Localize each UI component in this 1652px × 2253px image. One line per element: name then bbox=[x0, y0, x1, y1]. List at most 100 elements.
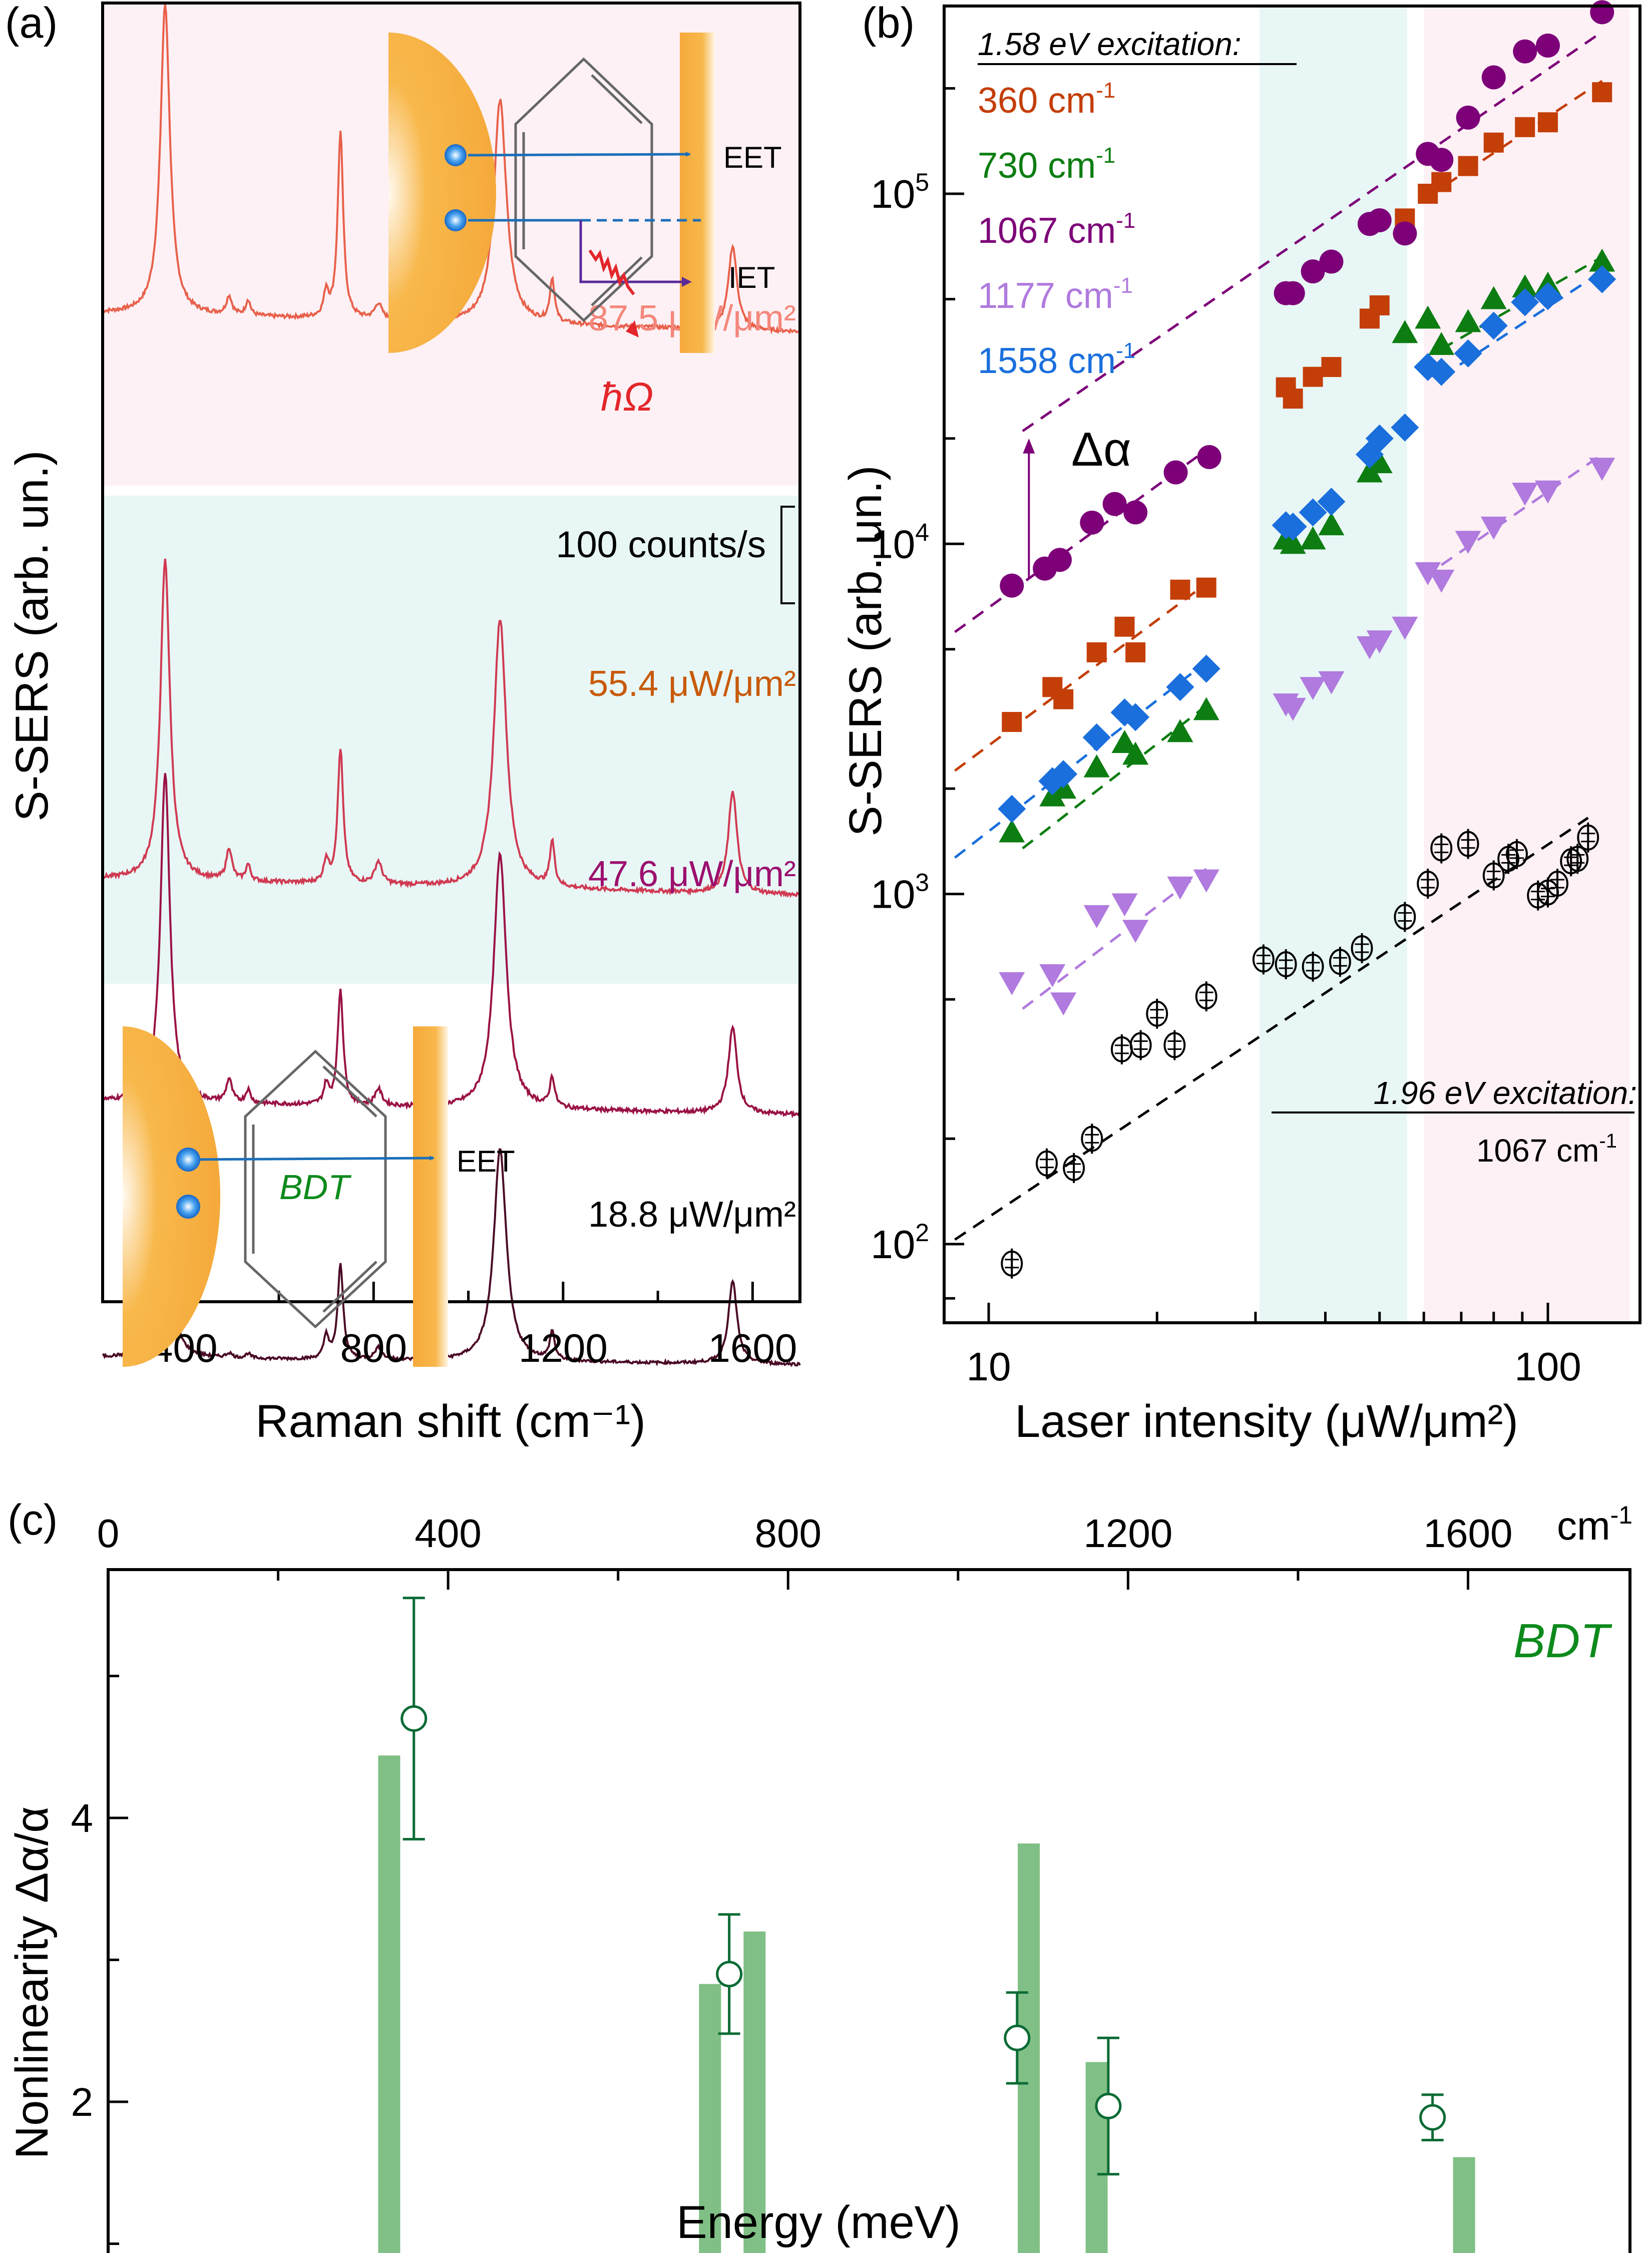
data-point bbox=[1419, 2104, 1446, 2131]
band-pink bbox=[1424, 6, 1630, 1323]
data-point bbox=[1505, 841, 1528, 867]
data-point bbox=[1538, 112, 1558, 133]
data-point bbox=[1035, 1150, 1058, 1177]
plot-frame-c bbox=[107, 1568, 1631, 2253]
data-point bbox=[1455, 531, 1481, 554]
data-point bbox=[1114, 616, 1135, 637]
y-tick-label: 2 bbox=[71, 2080, 94, 2124]
y-axis-title-c: Nonlinearity Δα/α bbox=[7, 1806, 58, 2159]
data-point bbox=[1167, 876, 1193, 900]
data-point bbox=[1546, 871, 1569, 897]
data-point bbox=[1280, 531, 1306, 554]
inset-eet-bdt: EET BDT bbox=[123, 1026, 515, 1367]
x-tick-label: 10 bbox=[967, 1344, 1011, 1389]
x-tick-label: 1200 bbox=[519, 1326, 608, 1370]
data-point bbox=[1428, 331, 1455, 355]
top-x-tick-label: 800 bbox=[755, 1511, 821, 1556]
data-point bbox=[1299, 498, 1327, 527]
data-point bbox=[1122, 920, 1149, 943]
data-point bbox=[999, 819, 1025, 843]
data-point bbox=[1391, 413, 1419, 442]
data-point bbox=[1392, 320, 1418, 343]
legend-entry: 1067 cm-1 bbox=[978, 208, 1135, 251]
data-point bbox=[1281, 281, 1305, 305]
data-point bbox=[1317, 487, 1346, 516]
y-axis-title-a: S-SERS (arb. un.) bbox=[7, 450, 58, 821]
panel-label-b: (b) bbox=[862, 0, 915, 47]
data-point bbox=[1392, 616, 1418, 640]
electron-icon bbox=[445, 209, 467, 231]
data-point bbox=[1279, 512, 1307, 541]
data-point bbox=[1050, 992, 1077, 1016]
data-point bbox=[1321, 357, 1342, 378]
data-point bbox=[1303, 366, 1323, 387]
data-point bbox=[1480, 286, 1507, 309]
data-point bbox=[1589, 248, 1615, 272]
data-point bbox=[1430, 835, 1453, 862]
fit-line bbox=[954, 582, 1207, 772]
data-point bbox=[1004, 2024, 1031, 2051]
data-point bbox=[1275, 951, 1297, 977]
data-point bbox=[1111, 893, 1138, 917]
data-point bbox=[1536, 34, 1560, 58]
panel-label-a: (a) bbox=[5, 0, 58, 47]
data-point bbox=[1415, 305, 1441, 329]
panel-label-c: (c) bbox=[8, 1496, 58, 1544]
fit-line bbox=[954, 817, 1589, 1241]
data-point bbox=[1592, 82, 1612, 103]
legend-entry: 1177 cm-1 bbox=[978, 273, 1133, 316]
annotation-bdt: BDT bbox=[1513, 1614, 1612, 1668]
data-point bbox=[1080, 510, 1104, 535]
x-axis-title-a: Raman shift (cm⁻¹) bbox=[255, 1396, 646, 1447]
y-tick-label: 103 bbox=[871, 869, 929, 917]
data-point bbox=[1083, 905, 1110, 928]
y-tick-label: 104 bbox=[871, 518, 929, 566]
data-point bbox=[1300, 677, 1326, 700]
data-point bbox=[1429, 148, 1454, 172]
panel-a: 400 800 1200 1600 (a) S-SERS (arb. un.) Ram… bbox=[5, 0, 801, 1447]
electron-icon bbox=[176, 1148, 200, 1172]
fit-line bbox=[1022, 31, 1603, 433]
data-point bbox=[1589, 458, 1615, 481]
nanoparticle bbox=[123, 1026, 220, 1367]
gold-substrate bbox=[413, 1026, 448, 1367]
data-point bbox=[1393, 221, 1417, 246]
molecule-label: BDT bbox=[279, 1168, 351, 1207]
legend-1-96ev: 1.96 eV excitation: 1067 cm-1 bbox=[1272, 1075, 1637, 1169]
data-point bbox=[1193, 869, 1219, 893]
data-point bbox=[1479, 311, 1508, 340]
top-x-tick-label: 0 bbox=[97, 1511, 120, 1556]
data-point bbox=[1577, 824, 1599, 851]
legend-entry: 360 cm-1 bbox=[978, 78, 1115, 121]
data-point bbox=[1482, 862, 1505, 889]
x-tick-label: 1600 bbox=[708, 1326, 797, 1370]
x-tick-label: 100 bbox=[1514, 1344, 1581, 1389]
data-point bbox=[1192, 654, 1220, 683]
data-point bbox=[1049, 760, 1078, 789]
phonon-wave-icon bbox=[588, 249, 635, 295]
data-point bbox=[716, 1961, 743, 1988]
data-point bbox=[1369, 295, 1390, 315]
data-point bbox=[1252, 946, 1275, 973]
fit-lines bbox=[954, 31, 1603, 1241]
y-tick-label: 102 bbox=[871, 1219, 929, 1267]
electron-icon bbox=[445, 144, 467, 166]
inset-eet-iet: EET IET ħΩ bbox=[388, 33, 782, 419]
data-point bbox=[1111, 729, 1138, 753]
legend-bottom-title: 1.96 eV excitation: bbox=[1373, 1075, 1637, 1111]
y-tick-label: 105 bbox=[871, 168, 929, 216]
data-point bbox=[999, 972, 1025, 995]
data-point bbox=[1431, 172, 1452, 192]
spectrum-line bbox=[102, 773, 801, 1118]
data-point bbox=[1394, 904, 1416, 930]
plot-frame-b bbox=[943, 5, 1641, 1324]
fit-line bbox=[954, 447, 1210, 633]
bar bbox=[743, 1931, 766, 2253]
data-point bbox=[1515, 117, 1535, 137]
shaded-regions bbox=[1259, 6, 1630, 1323]
data-point bbox=[1280, 697, 1306, 721]
iet-label: IET bbox=[728, 261, 775, 294]
data-point bbox=[1129, 1032, 1152, 1058]
data-point bbox=[1318, 671, 1345, 694]
